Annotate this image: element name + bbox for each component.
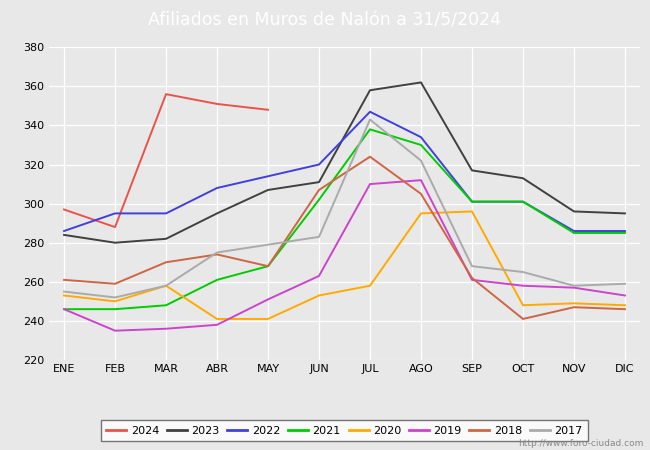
Text: http://www.foro-ciudad.com: http://www.foro-ciudad.com xyxy=(518,439,644,448)
Text: Afiliados en Muros de Nalón a 31/5/2024: Afiliados en Muros de Nalón a 31/5/2024 xyxy=(148,12,502,30)
Legend: 2024, 2023, 2022, 2021, 2020, 2019, 2018, 2017: 2024, 2023, 2022, 2021, 2020, 2019, 2018… xyxy=(101,420,588,441)
